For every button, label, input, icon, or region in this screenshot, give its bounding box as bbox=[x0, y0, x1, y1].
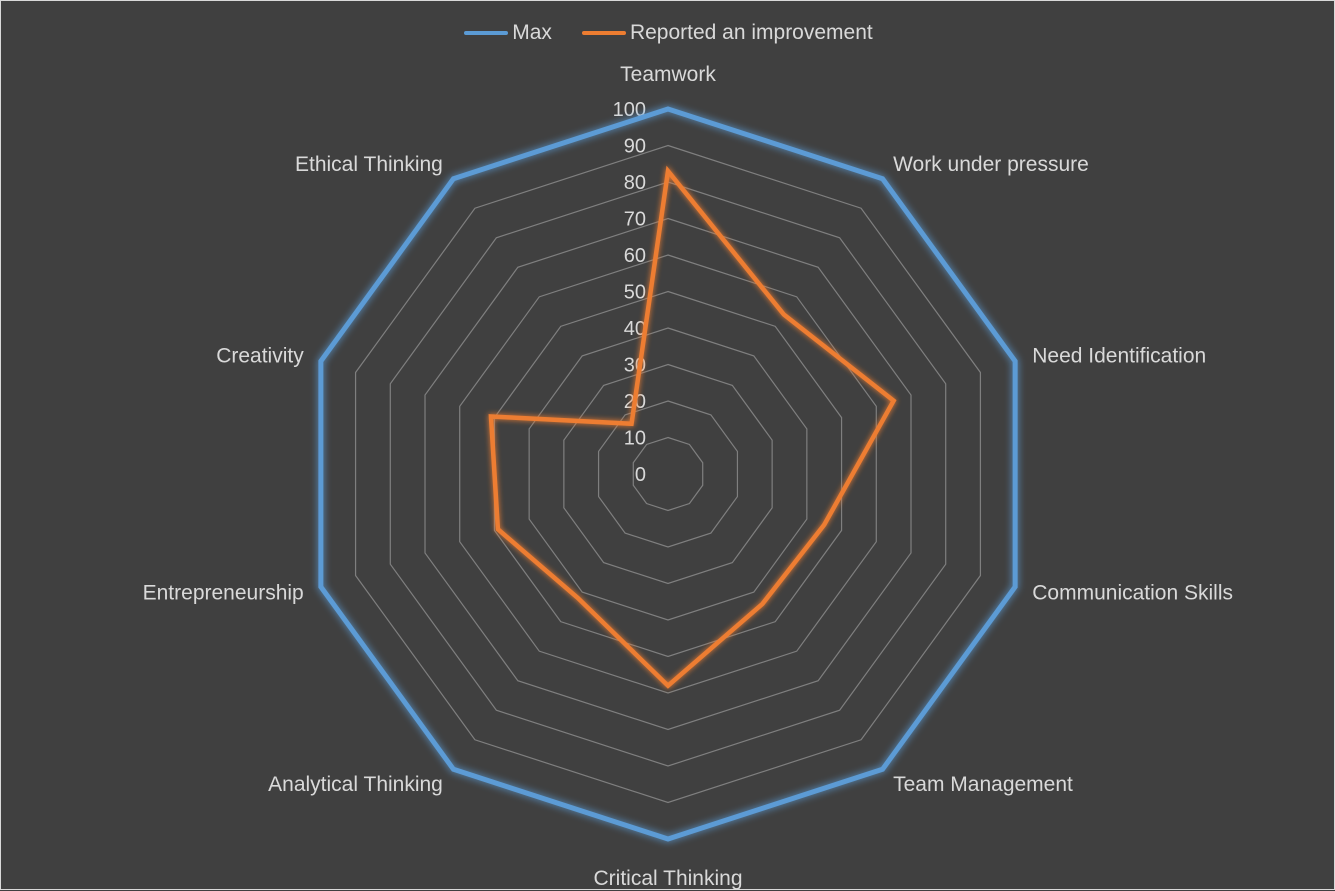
category-label: Need Identification bbox=[1032, 345, 1206, 368]
category-label: Communication Skills bbox=[1032, 581, 1233, 604]
grid-ring bbox=[564, 365, 772, 584]
category-label: Team Management bbox=[893, 773, 1073, 796]
category-label: Analytical Thinking bbox=[268, 773, 443, 796]
grid-ring bbox=[529, 328, 807, 620]
category-label: Teamwork bbox=[620, 63, 716, 86]
category-label: Work under pressure bbox=[893, 153, 1089, 176]
grid-ring bbox=[425, 219, 911, 730]
tick-label: 70 bbox=[624, 209, 646, 231]
category-label: Ethical Thinking bbox=[295, 153, 443, 176]
tick-label: 50 bbox=[624, 282, 646, 304]
category-label: Entrepreneurship bbox=[143, 581, 304, 604]
tick-label: 80 bbox=[624, 172, 646, 194]
grid-ring bbox=[494, 292, 841, 657]
tick-label: 90 bbox=[624, 136, 646, 158]
grid-ring bbox=[460, 255, 877, 693]
grid-ring bbox=[356, 146, 981, 803]
tick-label: 0 bbox=[635, 464, 646, 486]
category-label: Creativity bbox=[216, 345, 304, 368]
grid-ring bbox=[390, 182, 945, 766]
tick-label: 10 bbox=[624, 428, 646, 450]
tick-label: 60 bbox=[624, 245, 646, 267]
category-labels: Teamwork Work under pressure Need Identifi… bbox=[143, 63, 1233, 890]
category-label: Critical Thinking bbox=[594, 867, 743, 890]
